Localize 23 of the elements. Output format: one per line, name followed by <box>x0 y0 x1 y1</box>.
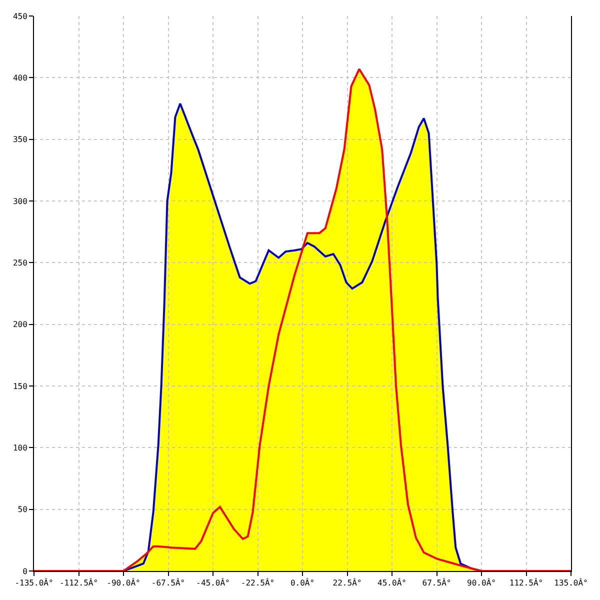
x-tick-label: -67.5Â° <box>151 578 186 588</box>
x-tick-label: 22.5Â° <box>332 578 362 588</box>
y-tick-label: 400 <box>12 73 28 82</box>
y-tick-label: 200 <box>12 320 28 330</box>
x-tick-label: 45.0Â° <box>378 578 406 588</box>
y-tick-label: 50 <box>18 505 28 514</box>
y-tick-label: 450 <box>12 12 28 21</box>
y-tick-label: 250 <box>12 258 28 268</box>
y-tick-label: 300 <box>12 196 28 206</box>
y-tick-label: 150 <box>12 382 28 391</box>
y-tick-label: 100 <box>12 443 28 452</box>
x-tick-label: 90.0Â° <box>467 578 496 588</box>
x-tick-label: 112.5Â° <box>509 578 544 588</box>
x-tick-label: 135.0Â° <box>554 578 588 588</box>
x-tick-label: 0.0Â° <box>290 578 315 588</box>
y-tick-label: 0 <box>22 566 28 576</box>
y-tick-label: 350 <box>12 135 28 144</box>
x-tick-label: -90.0Â° <box>106 578 140 588</box>
x-tick-label: -22.5Â° <box>240 578 275 588</box>
x-tick-label: -45.0Â° <box>196 578 230 588</box>
x-tick-label: 67.5Â° <box>422 578 452 588</box>
x-tick-label: -135.0Â° <box>14 578 54 588</box>
x-tick-label: -112.5Â° <box>59 578 98 588</box>
